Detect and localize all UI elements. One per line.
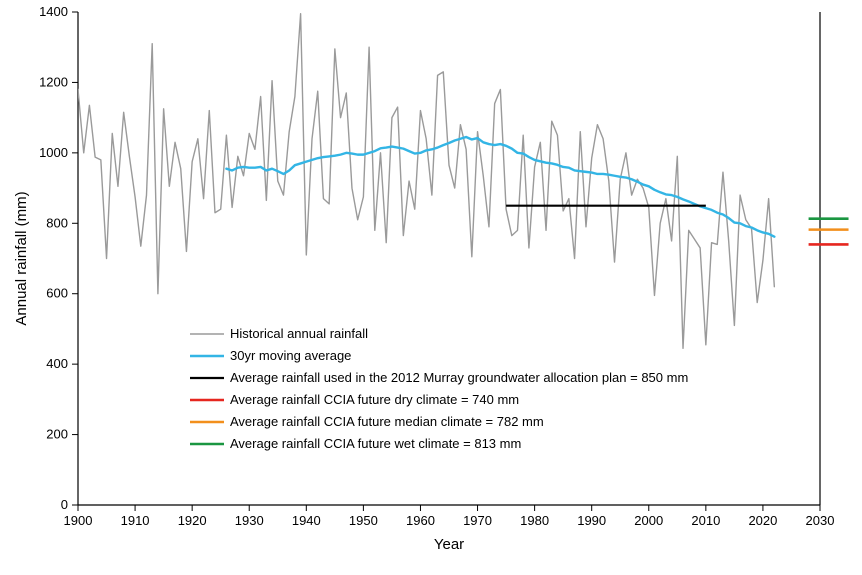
svg-text:0: 0 (61, 497, 68, 512)
svg-text:30yr moving average: 30yr moving average (230, 348, 351, 363)
svg-text:1970: 1970 (463, 513, 492, 528)
chart-svg: 0 200 400 600 800 1000 1200 1400 1900 1910 1920 193… (0, 0, 862, 575)
svg-text:1930: 1930 (235, 513, 264, 528)
svg-text:1910: 1910 (121, 513, 150, 528)
svg-text:Average rainfall CCIA future d: Average rainfall CCIA future dry climate… (230, 392, 519, 407)
svg-text:400: 400 (46, 356, 68, 371)
svg-text:1990: 1990 (577, 513, 606, 528)
svg-text:600: 600 (46, 286, 68, 301)
svg-text:Year: Year (434, 536, 464, 553)
svg-text:Annual rainfall (mm): Annual rainfall (mm) (13, 191, 30, 325)
svg-text:1950: 1950 (349, 513, 378, 528)
svg-text:200: 200 (46, 427, 68, 442)
svg-text:2010: 2010 (691, 513, 720, 528)
svg-text:1000: 1000 (39, 145, 68, 160)
svg-text:1960: 1960 (406, 513, 435, 528)
svg-text:Historical annual rainfall: Historical annual rainfall (230, 326, 368, 341)
svg-text:1900: 1900 (64, 513, 93, 528)
svg-text:1980: 1980 (520, 513, 549, 528)
svg-text:1200: 1200 (39, 74, 68, 89)
svg-text:1400: 1400 (39, 4, 68, 19)
svg-text:Average rainfall CCIA future w: Average rainfall CCIA future wet climate… (230, 436, 521, 451)
svg-text:2020: 2020 (748, 513, 777, 528)
svg-text:Average rainfall CCIA future m: Average rainfall CCIA future median clim… (230, 414, 544, 429)
svg-text:Average rainfall used in the 2: Average rainfall used in the 2012 Murray… (230, 370, 688, 385)
svg-text:2000: 2000 (634, 513, 663, 528)
svg-text:2030: 2030 (806, 513, 835, 528)
svg-text:1940: 1940 (292, 513, 321, 528)
svg-text:1920: 1920 (178, 513, 207, 528)
svg-text:800: 800 (46, 215, 68, 230)
rainfall-chart: 0 200 400 600 800 1000 1200 1400 1900 1910 1920 193… (0, 0, 862, 575)
